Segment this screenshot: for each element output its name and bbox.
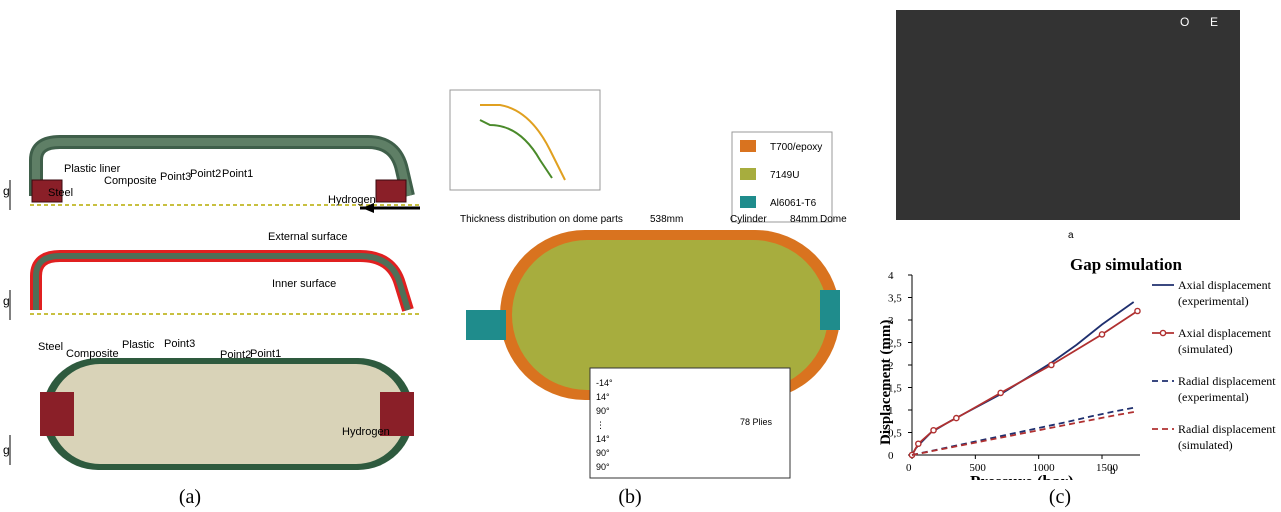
label-steel: Steel bbox=[48, 187, 73, 199]
ply-angle-7: 90° bbox=[596, 462, 610, 472]
label-plastic-liner: Plastic liner bbox=[64, 163, 121, 175]
ct-label-e: E bbox=[1210, 15, 1218, 29]
series-marker bbox=[1048, 361, 1055, 369]
label-538mm: 538mm bbox=[650, 214, 683, 225]
y-tick-label: 2 bbox=[888, 360, 894, 372]
label-plastic-bottom: Plastic bbox=[122, 339, 155, 351]
y-tick-label: 1,5 bbox=[888, 383, 902, 395]
label-78-plies: 78 Plies bbox=[740, 417, 773, 427]
x-tick-label: 500 bbox=[969, 462, 986, 474]
label-point3-bottom: Point3 bbox=[164, 338, 195, 350]
legend-al6061: Al6061-T6 bbox=[770, 198, 817, 209]
series-marker bbox=[915, 440, 922, 448]
tank-mesh bbox=[466, 230, 840, 400]
label-point1: Point1 bbox=[222, 168, 253, 180]
ct-label-a: a bbox=[1068, 230, 1074, 241]
ply-angle-5: 14° bbox=[596, 434, 610, 444]
legend-7149u: 7149U bbox=[770, 170, 799, 181]
tank-section-bottom: Steel Composite Plastic Point3 Point2 Po… bbox=[3, 338, 414, 470]
y-axis-label: Displacement (mm) bbox=[880, 320, 894, 445]
caption-b: (b) bbox=[618, 486, 642, 508]
label-steel-bottom: Steel bbox=[38, 341, 63, 353]
ply-stack-inset: -14° 14° 90° ⋮ 14° 90° 90° 78 Plies bbox=[589, 367, 791, 479]
legend-t700: T700/epoxy bbox=[770, 142, 822, 153]
y-tick-label: 3,5 bbox=[888, 293, 902, 305]
label-point2: Point2 bbox=[190, 168, 221, 180]
label-point1-bottom: Point1 bbox=[250, 348, 281, 360]
label-thickness-distribution: Thickness distribution on dome parts bbox=[460, 214, 623, 225]
panel-c-figure: O E a Gap simulation 0 500 1000 1500 0 0,5 1 1,… bbox=[878, 10, 1276, 491]
label-dome: Dome bbox=[820, 214, 847, 225]
series-marker bbox=[953, 414, 960, 422]
ct-image bbox=[896, 10, 1240, 220]
legend-label: (simulated) bbox=[1178, 438, 1233, 452]
label-g-middle: g bbox=[3, 294, 10, 308]
ply-angle-3: 90° bbox=[596, 406, 610, 416]
label-point3: Point3 bbox=[160, 171, 191, 183]
y-tick-label: 4 bbox=[888, 270, 894, 282]
panel-b: T700/epoxy 7149U Al6061-T6 Thickness dis… bbox=[440, 80, 860, 480]
ct-label-o: O bbox=[1180, 15, 1189, 29]
caption-a: (a) bbox=[178, 486, 202, 508]
label-g: g bbox=[3, 184, 10, 198]
legend-label: (experimental) bbox=[1178, 390, 1249, 404]
panel-c: O E a Gap simulation 0 500 1000 1500 0 0,5 1 1,… bbox=[878, 0, 1280, 491]
ply-angle-2: 14° bbox=[596, 392, 610, 402]
y-tick-label: 3 bbox=[888, 315, 894, 327]
series-marker bbox=[997, 389, 1004, 397]
legend-label: Radial displacement bbox=[1178, 374, 1276, 388]
y-tick-label: 2,5 bbox=[888, 338, 902, 350]
gap-chart: 0 500 1000 1500 0 0,5 1 1,5 2 2,5 3 3,5 4 Pressure (b… bbox=[878, 270, 1276, 491]
series-marker bbox=[1134, 307, 1141, 315]
x-tick-label: 1000 bbox=[1033, 462, 1056, 474]
materials-legend: T700/epoxy 7149U Al6061-T6 bbox=[731, 131, 833, 223]
ply-angle-6: 90° bbox=[596, 448, 610, 458]
caption-c: (c) bbox=[1048, 486, 1072, 508]
legend-label: Radial displacement bbox=[1178, 422, 1276, 436]
label-g-bottom: g bbox=[3, 443, 10, 457]
steel-boss-right bbox=[375, 179, 407, 203]
label-hydrogen: Hydrogen bbox=[328, 194, 376, 206]
chart-sublabel-b: b bbox=[1110, 466, 1116, 477]
x-axis-label: Pressure (bar) bbox=[970, 472, 1074, 480]
thickness-plot bbox=[449, 89, 601, 191]
x-tick-label: 1500 bbox=[1096, 462, 1119, 474]
label-inner-surface: Inner surface bbox=[272, 278, 336, 290]
legend-marker bbox=[1159, 329, 1167, 337]
y-tick-label: 1 bbox=[888, 405, 894, 417]
steel-boss-left bbox=[31, 179, 63, 203]
label-external-surface: External surface bbox=[268, 231, 347, 243]
label-composite-bottom: Composite bbox=[66, 348, 119, 360]
ply-angle-1: -14° bbox=[596, 378, 613, 388]
series-line-2 bbox=[911, 406, 1134, 456]
label-hydrogen-bottom: Hydrogen bbox=[342, 426, 390, 438]
panel-a-figure: Plastic liner Composite Steel Point3 Poi… bbox=[3, 135, 420, 470]
series-line-1 bbox=[911, 310, 1138, 456]
tank-section-middle: External surface Inner surface g bbox=[3, 231, 420, 320]
panel-a: Plastic liner Composite Steel Point3 Poi… bbox=[0, 0, 430, 480]
tank-section-top: Plastic liner Composite Steel Point3 Poi… bbox=[3, 135, 420, 213]
y-tick-label: 0,5 bbox=[888, 428, 902, 440]
legend-label: (simulated) bbox=[1178, 342, 1233, 356]
label-84mm: 84mm bbox=[790, 214, 818, 225]
label-point2-bottom: Point2 bbox=[220, 349, 251, 361]
series-marker bbox=[930, 426, 937, 434]
series-marker bbox=[1098, 331, 1106, 338]
legend-label: Axial displacement bbox=[1178, 278, 1272, 292]
x-tick-label: 0 bbox=[906, 462, 912, 474]
y-tick-label: 0 bbox=[888, 450, 894, 462]
chart-title: Gap simulation bbox=[1070, 255, 1182, 274]
legend-label: (experimental) bbox=[1178, 294, 1249, 308]
label-composite: Composite bbox=[104, 175, 157, 187]
label-cylinder: Cylinder bbox=[730, 214, 767, 225]
legend-label: Axial displacement bbox=[1178, 326, 1272, 340]
series-line-3 bbox=[911, 410, 1138, 456]
panel-b-figure: T700/epoxy 7149U Al6061-T6 Thickness dis… bbox=[449, 89, 847, 479]
ply-angle-4: ⋮ bbox=[596, 420, 605, 430]
